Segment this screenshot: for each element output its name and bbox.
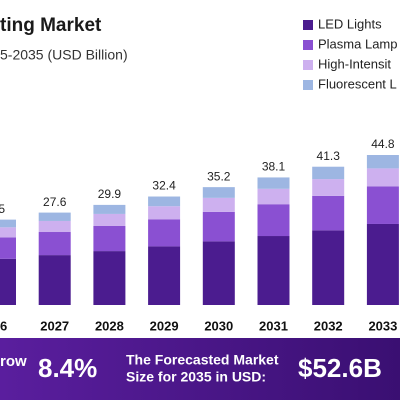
bar-segment — [0, 219, 16, 228]
total-label: 38.1 — [262, 160, 286, 174]
bar-segment — [202, 211, 235, 242]
bar-segment — [257, 204, 290, 237]
x-tick-label: 26 — [0, 318, 7, 333]
bar-segment — [312, 179, 345, 196]
bar-segment — [312, 166, 345, 180]
chart-title: ting Market — [0, 15, 102, 36]
x-tick-label: 2032 — [314, 318, 343, 333]
total-label: 44.8 — [371, 137, 395, 151]
bar-segment — [312, 195, 345, 231]
bar-segment — [38, 212, 71, 221]
chart-subtitle: 5-2035 (USD Billion) — [0, 47, 128, 63]
bar-segment — [93, 204, 126, 214]
forecast-text: Size for 2035 in USD: — [126, 369, 266, 385]
total-label: .5 — [0, 202, 5, 216]
legend-swatch — [303, 80, 313, 90]
bar-segment — [148, 246, 181, 305]
x-tick-label: 2033 — [368, 318, 397, 333]
bar-segment — [366, 168, 399, 187]
legend-label: Fluorescent L — [318, 76, 397, 91]
bar-segment — [93, 225, 126, 252]
bar-segment — [0, 227, 16, 238]
x-tick-label: 2030 — [204, 318, 233, 333]
banner — [0, 338, 400, 400]
bar-segment — [202, 197, 235, 212]
bar-segment — [148, 206, 181, 220]
bar-segment — [38, 255, 71, 305]
legend-label: High-Intensit — [318, 56, 391, 71]
total-label: 32.4 — [152, 179, 176, 193]
total-label: 27.6 — [43, 195, 67, 209]
bar-segment — [366, 186, 399, 224]
total-label: 35.2 — [207, 169, 231, 183]
bar-segment — [0, 258, 16, 305]
bar-segment — [148, 219, 181, 247]
legend-label: LED Lights — [318, 16, 382, 31]
x-tick-label: 2029 — [150, 318, 179, 333]
bar-segment — [257, 188, 290, 205]
bar-segment — [257, 236, 290, 305]
x-tick-label: 2027 — [40, 318, 69, 333]
forecast-value: $52.6B — [298, 353, 382, 383]
bar-segment — [38, 220, 71, 233]
legend-label: Plasma Lamp — [318, 36, 397, 51]
bar-segment — [312, 230, 345, 305]
bar-segment — [366, 155, 399, 169]
bar-segment — [0, 237, 16, 259]
legend-swatch — [303, 20, 313, 30]
growth-value: 8.4% — [38, 353, 97, 383]
growth-label: row — [0, 353, 27, 370]
bar-segment — [148, 196, 181, 207]
bar-segment — [93, 213, 126, 226]
bar-segment — [202, 187, 235, 198]
total-label: 41.3 — [317, 149, 341, 163]
bar-segment — [38, 232, 71, 256]
bar-segment — [93, 251, 126, 305]
bar-segment — [257, 177, 290, 189]
bar-segment — [202, 241, 235, 305]
total-label: 29.9 — [98, 187, 122, 201]
bar-segment — [366, 223, 399, 305]
x-tick-label: 2028 — [95, 318, 124, 333]
x-tick-label: 2031 — [259, 318, 288, 333]
legend-swatch — [303, 40, 313, 50]
forecast-text: The Forecasted Market — [126, 352, 279, 368]
legend-swatch — [303, 60, 313, 70]
